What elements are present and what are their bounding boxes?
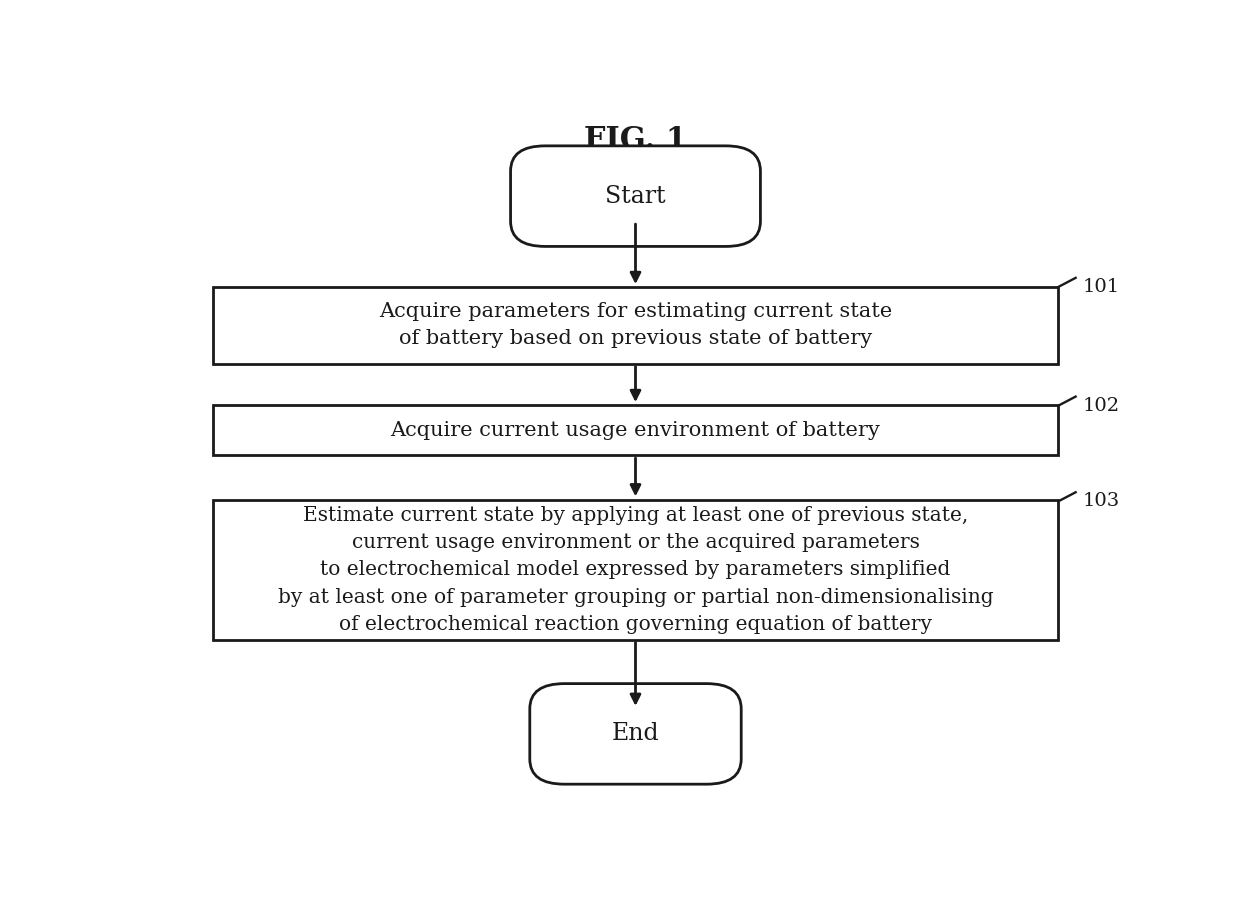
Text: End: End xyxy=(611,722,660,746)
FancyBboxPatch shape xyxy=(511,146,760,247)
Text: FIG. 1: FIG. 1 xyxy=(584,125,687,156)
Text: Start: Start xyxy=(605,185,666,208)
Bar xyxy=(213,405,1058,455)
Text: 102: 102 xyxy=(1083,396,1120,414)
Text: Acquire current usage environment of battery: Acquire current usage environment of bat… xyxy=(391,421,880,440)
Bar xyxy=(213,500,1058,639)
Text: Acquire parameters for estimating current state
of battery based on previous sta: Acquire parameters for estimating curren… xyxy=(379,302,892,348)
Text: Estimate current state by applying at least one of previous state,
current usage: Estimate current state by applying at le… xyxy=(278,506,993,634)
FancyBboxPatch shape xyxy=(529,684,742,785)
Text: 103: 103 xyxy=(1083,493,1120,511)
Text: 101: 101 xyxy=(1083,278,1120,296)
Bar xyxy=(213,287,1058,364)
